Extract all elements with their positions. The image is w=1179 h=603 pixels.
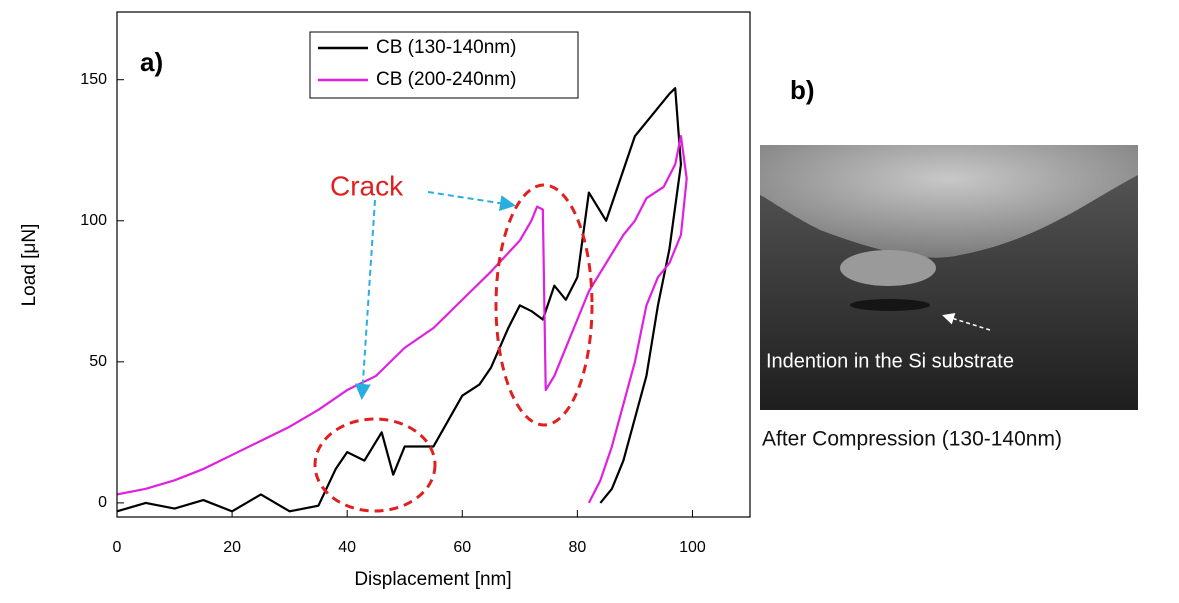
crack-label: Crack (330, 170, 404, 201)
highlight (315, 419, 435, 511)
y-tick-label: 150 (80, 71, 107, 88)
legend-label: CB (200-240nm) (376, 69, 516, 90)
y-tick-label: 50 (89, 353, 107, 370)
panel-label: a) (140, 47, 163, 77)
x-tick-label: 100 (679, 539, 706, 556)
legend-label: CB (130-140nm) (376, 37, 516, 58)
x-tick-label: 80 (568, 539, 586, 556)
data-line (117, 88, 681, 511)
panel-label: b) (790, 75, 815, 105)
x-tick-label: 0 (113, 539, 122, 556)
arrow (428, 192, 512, 205)
x-tick-label: 20 (223, 539, 241, 556)
x-tick-label: 60 (453, 539, 471, 556)
x-tick-label: 40 (338, 539, 356, 556)
y-tick-label: 0 (98, 494, 107, 511)
image-caption: After Compression (130-140nm) (762, 428, 1062, 451)
figure: a) b) Crack Displacement [nm] Load [μN] … (0, 0, 1179, 598)
arrow (362, 200, 375, 396)
image-label: Indention in the Si substrate (766, 350, 1014, 372)
plot (117, 88, 687, 511)
y-axis-label: Load [μN] (19, 224, 40, 307)
x-axis-label: Displacement [nm] (354, 569, 511, 590)
y-tick-label: 100 (80, 212, 107, 229)
